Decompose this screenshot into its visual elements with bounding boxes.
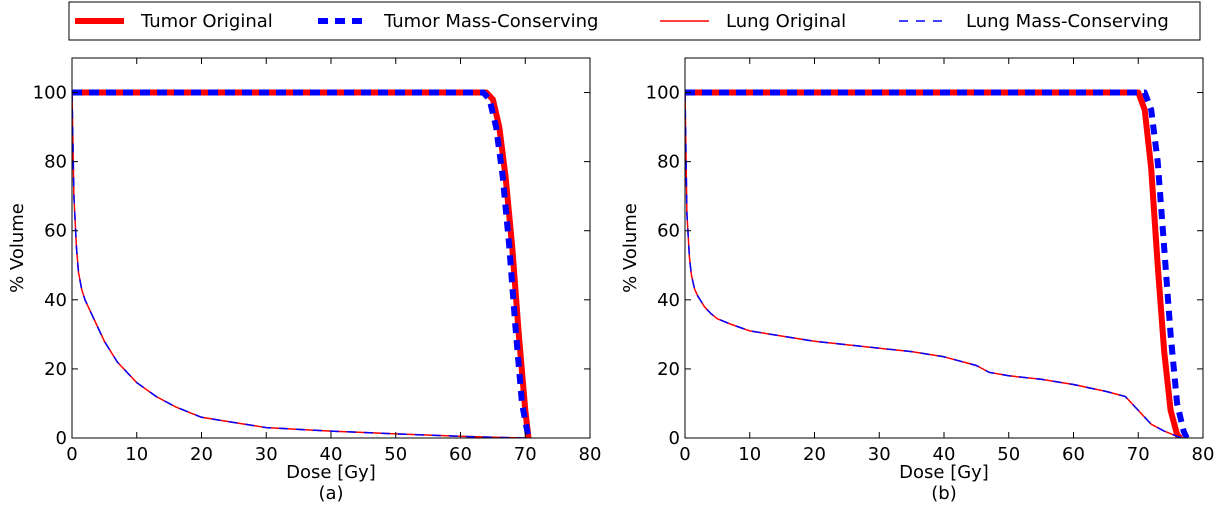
panel-caption-b: (b) [931, 483, 956, 504]
x-tick-label: 50 [997, 444, 1020, 465]
x-tick-label: 30 [255, 444, 278, 465]
plot-frame-b [684, 57, 1204, 439]
x-axis-label-b: Dose [Gy] [899, 462, 989, 483]
y-tick-label: 0 [669, 428, 680, 449]
axis-ticks-a: 0 10 20 30 40 50 60 70 80 0 20 40 60 80 100 [33, 58, 602, 465]
x-tick-label: 60 [449, 444, 472, 465]
x-tick-label: 10 [738, 444, 761, 465]
y-tick-label: 100 [33, 83, 67, 104]
y-axis-label-b: % Volume [620, 203, 641, 293]
y-tick-label: 80 [44, 152, 67, 173]
x-tick-label: 20 [803, 444, 826, 465]
y-tick-label: 20 [44, 359, 67, 380]
x-tick-label: 10 [125, 444, 148, 465]
panel-caption-a: (a) [318, 483, 343, 504]
y-axis-label-a: % Volume [7, 203, 28, 293]
plot-frame-a [71, 57, 591, 439]
axis-ticks-b: 0 10 20 30 40 50 60 70 80 0 20 40 60 80 100 [646, 58, 1215, 465]
series-line-lung-mass-conserving-a [72, 92, 526, 438]
series-line-lung-original-b [685, 92, 1184, 438]
y-tick-label: 100 [646, 83, 680, 104]
plot-curves-b [685, 89, 1190, 438]
x-tick-label: 30 [868, 444, 891, 465]
series-line-lung-mass-conserving-b [685, 92, 1184, 438]
plot-curves-a [72, 89, 532, 438]
legend-label-tumor-original: Tumor Original [140, 11, 273, 32]
series-line-tumor-original-b [685, 89, 1183, 438]
x-tick-label: 50 [384, 444, 407, 465]
legend-frame [68, 1, 1201, 41]
y-tick-label: 40 [657, 290, 680, 311]
legend-label-lung-original: Lung Original [726, 11, 846, 32]
x-tick-label: 40 [933, 444, 956, 465]
x-tick-label: 40 [320, 444, 343, 465]
x-tick-label: 20 [190, 444, 213, 465]
x-tick-label: 0 [679, 444, 690, 465]
legend-label-tumor-mass-conserving: Tumor Mass-Conserving [383, 11, 598, 32]
x-tick-label: 70 [514, 444, 537, 465]
y-tick-label: 40 [44, 290, 67, 311]
x-tick-label: 80 [1192, 444, 1215, 465]
series-line-tumor-mass-conserving-a [72, 89, 532, 438]
y-tick-label: 60 [657, 221, 680, 242]
legend: Tumor Original Tumor Mass-Conserving Lun… [68, 1, 1201, 41]
x-tick-label: 70 [1127, 444, 1150, 465]
x-tick-label: 60 [1062, 444, 1085, 465]
legend-label-lung-mass-conserving: Lung Mass-Conserving [966, 11, 1169, 32]
y-tick-label: 60 [44, 221, 67, 242]
series-line-lung-original-a [72, 92, 526, 438]
x-tick-label: 80 [579, 444, 602, 465]
x-axis-label-a: Dose [Gy] [286, 462, 376, 483]
x-tick-label: 0 [66, 444, 77, 465]
series-line-tumor-mass-conserving-b [685, 89, 1190, 438]
series-line-tumor-original-a [72, 89, 532, 438]
y-tick-label: 0 [56, 428, 67, 449]
y-tick-label: 80 [657, 152, 680, 173]
y-tick-label: 20 [657, 359, 680, 380]
